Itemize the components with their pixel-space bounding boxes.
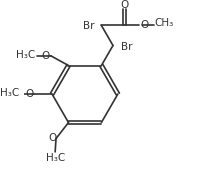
Text: O: O: [141, 20, 149, 30]
Text: O: O: [120, 0, 129, 10]
Text: CH₃: CH₃: [155, 18, 174, 28]
Text: O: O: [49, 133, 57, 143]
Text: Br: Br: [83, 21, 94, 31]
Text: H₃C: H₃C: [16, 50, 36, 60]
Text: H₃C: H₃C: [46, 153, 66, 163]
Text: O: O: [25, 89, 33, 99]
Text: Br: Br: [121, 42, 133, 52]
Text: H₃C: H₃C: [0, 88, 19, 98]
Text: O: O: [42, 51, 50, 61]
